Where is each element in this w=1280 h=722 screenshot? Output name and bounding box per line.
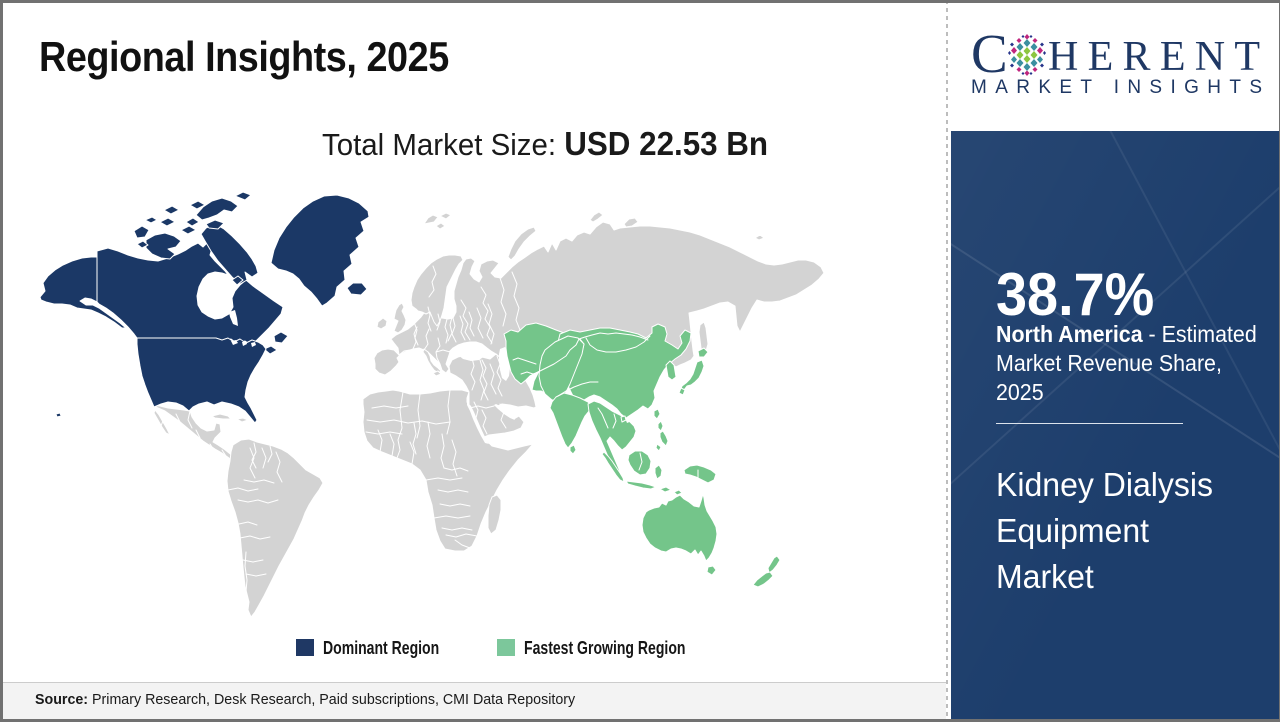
- svg-text:C: C: [971, 23, 1008, 84]
- svg-text:MARKET INSIGHTS: MARKET INSIGHTS: [971, 77, 1269, 98]
- svg-text:HERENT: HERENT: [1048, 34, 1263, 80]
